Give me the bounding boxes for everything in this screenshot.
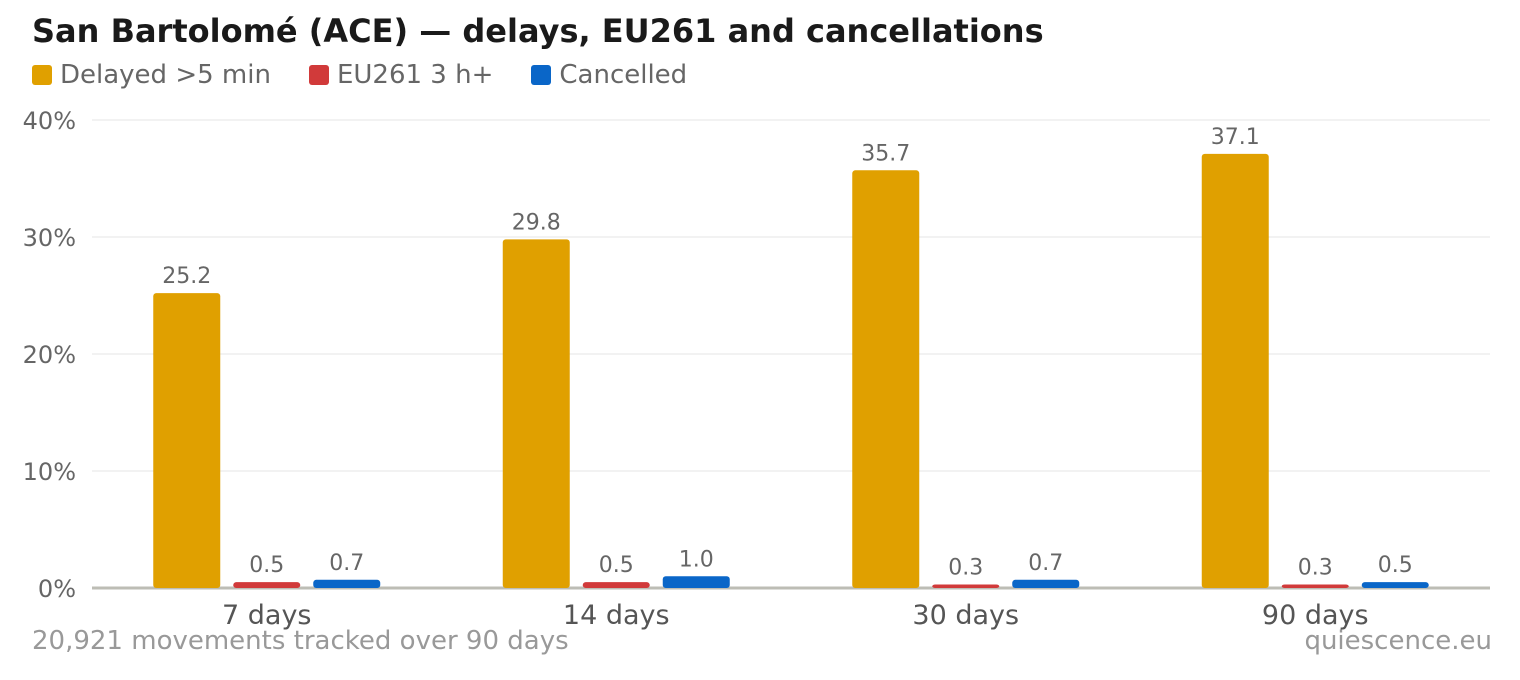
data-label: 0.7 — [1028, 551, 1063, 576]
footer-note: 20,921 movements tracked over 90 days — [32, 626, 569, 656]
y-tick-label: 20% — [23, 341, 76, 369]
footer-source: quiescence.eu — [1304, 626, 1492, 656]
bar — [233, 582, 301, 588]
bar — [582, 582, 650, 588]
x-tick-label: 7 days — [222, 600, 312, 631]
legend-swatch-eu261 — [308, 65, 329, 85]
bar — [932, 584, 1000, 588]
data-label: 25.2 — [162, 264, 211, 289]
x-tick-label: 14 days — [563, 600, 670, 631]
data-label: 0.5 — [1378, 553, 1413, 578]
bar — [1361, 582, 1429, 588]
legend-item-eu261: EU261 3 h+ — [308, 60, 494, 90]
bar — [1281, 584, 1349, 588]
data-label: 1.0 — [679, 547, 714, 572]
y-tick-label: 30% — [23, 224, 76, 252]
legend-item-delayed: Delayed >5 min — [32, 60, 271, 90]
bar — [502, 239, 570, 588]
data-label: 29.8 — [512, 210, 561, 235]
y-tick-label: 40% — [23, 107, 76, 135]
data-label: 0.3 — [948, 555, 983, 580]
data-label: 0.5 — [249, 553, 284, 578]
chart-title: San Bartolomé (ACE) — delays, EU261 and … — [32, 12, 1044, 50]
x-tick-label: 30 days — [912, 600, 1019, 631]
y-tick-label: 10% — [23, 458, 76, 486]
bar — [153, 293, 221, 588]
legend-label-cancelled: Cancelled — [559, 60, 688, 90]
y-tick-label: 0% — [38, 575, 76, 603]
bar — [662, 576, 730, 588]
bar — [852, 170, 920, 588]
data-label: 0.3 — [1298, 555, 1333, 580]
bar — [1012, 579, 1080, 588]
legend-swatch-delayed — [32, 65, 52, 85]
bar — [313, 579, 381, 588]
data-label: 0.7 — [329, 551, 364, 576]
legend-swatch-cancelled — [531, 65, 552, 85]
x-tick-label: 90 days — [1262, 600, 1369, 631]
data-label: 35.7 — [861, 141, 910, 166]
legend-item-cancelled: Cancelled — [531, 60, 687, 90]
data-label: 0.5 — [599, 553, 634, 578]
legend-label-delayed: Delayed >5 min — [60, 60, 271, 90]
chart-legend: Delayed >5 min EU261 3 h+ Cancelled — [32, 60, 725, 90]
legend-label-eu261: EU261 3 h+ — [336, 60, 494, 90]
bar — [1201, 153, 1269, 588]
data-label: 37.1 — [1211, 125, 1260, 150]
